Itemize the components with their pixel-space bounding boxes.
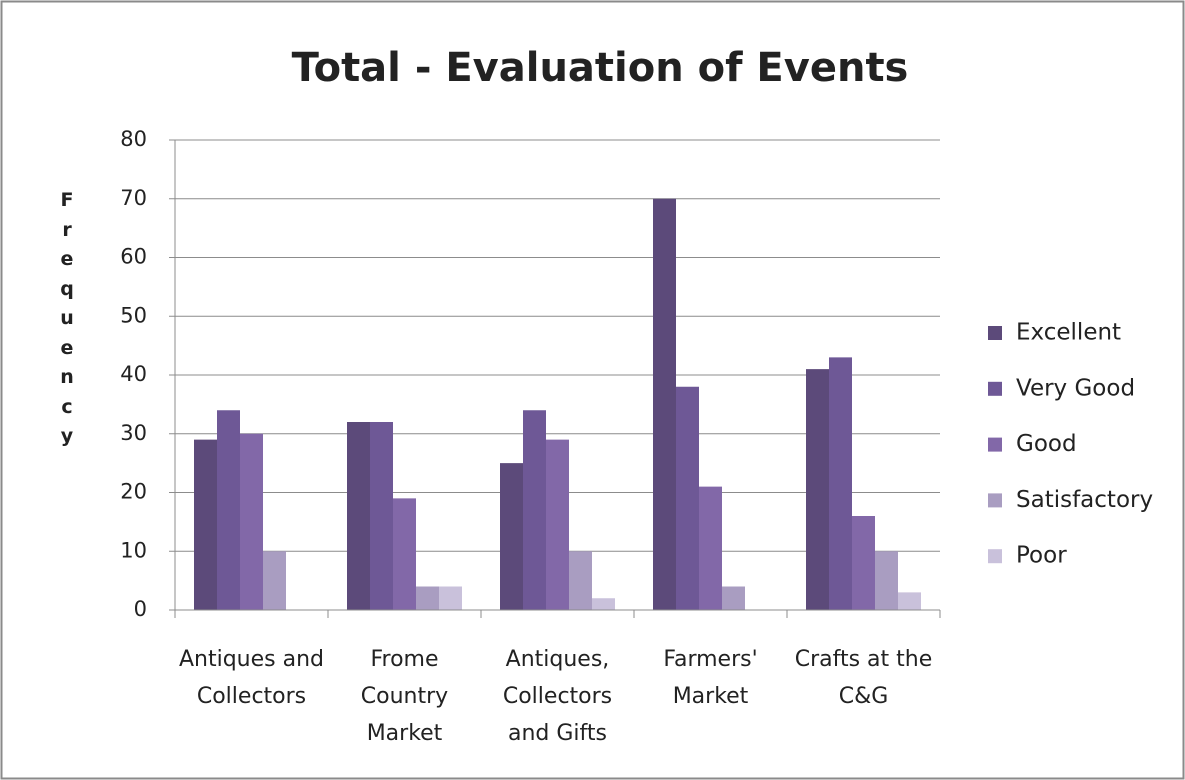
bar xyxy=(699,486,722,610)
legend-swatch xyxy=(988,437,1002,452)
bar xyxy=(370,422,393,610)
x-tick-label: Crafts at the C&G xyxy=(794,647,933,709)
legend-label: Excellent xyxy=(1016,320,1121,346)
y-axis-label: Frequency xyxy=(60,189,74,447)
bar xyxy=(393,498,416,610)
legend-swatch xyxy=(988,493,1002,508)
bar xyxy=(676,386,699,610)
bar xyxy=(806,369,829,610)
bar xyxy=(500,463,523,610)
x-tick-label: Antiques, Collectors and Gifts xyxy=(502,647,613,746)
bar xyxy=(263,551,286,610)
y-tick-label: 70 xyxy=(120,186,147,210)
y-tick-label: 40 xyxy=(120,362,147,386)
y-tick-label: 50 xyxy=(120,303,147,327)
bar xyxy=(217,410,240,610)
legend-label: Satisfactory xyxy=(1016,487,1153,513)
bar xyxy=(416,586,439,610)
y-tick-label: 10 xyxy=(120,538,147,562)
chart-title: Total - Evaluation of Events xyxy=(292,45,909,91)
bar xyxy=(829,357,852,610)
bar xyxy=(898,592,921,610)
x-tick-label: Antiques and Collectors xyxy=(178,647,325,709)
y-tick-label: 0 xyxy=(134,597,147,621)
bar xyxy=(875,551,898,610)
legend-swatch xyxy=(988,381,1002,396)
bar xyxy=(546,439,569,610)
legend-swatch xyxy=(988,549,1002,564)
bar xyxy=(347,422,370,610)
bar xyxy=(523,410,546,610)
bar xyxy=(653,198,676,610)
bar xyxy=(592,598,615,610)
bar xyxy=(852,516,875,610)
y-tick-label: 60 xyxy=(120,245,147,269)
y-tick-label: 80 xyxy=(120,127,147,151)
bar xyxy=(722,586,745,610)
y-tick-label: 20 xyxy=(120,480,147,504)
x-tick-label: Frome Country Market xyxy=(360,647,449,746)
bar xyxy=(569,551,592,610)
bar xyxy=(240,433,263,610)
legend-label: Very Good xyxy=(1016,375,1135,401)
legend-swatch xyxy=(988,326,1002,340)
legend-label: Poor xyxy=(1016,543,1067,569)
bar xyxy=(194,439,217,610)
bar xyxy=(439,586,462,610)
legend-label: Good xyxy=(1016,431,1077,457)
y-tick-label: 30 xyxy=(120,421,147,445)
x-tick-label: Farmers' Market xyxy=(663,647,758,709)
